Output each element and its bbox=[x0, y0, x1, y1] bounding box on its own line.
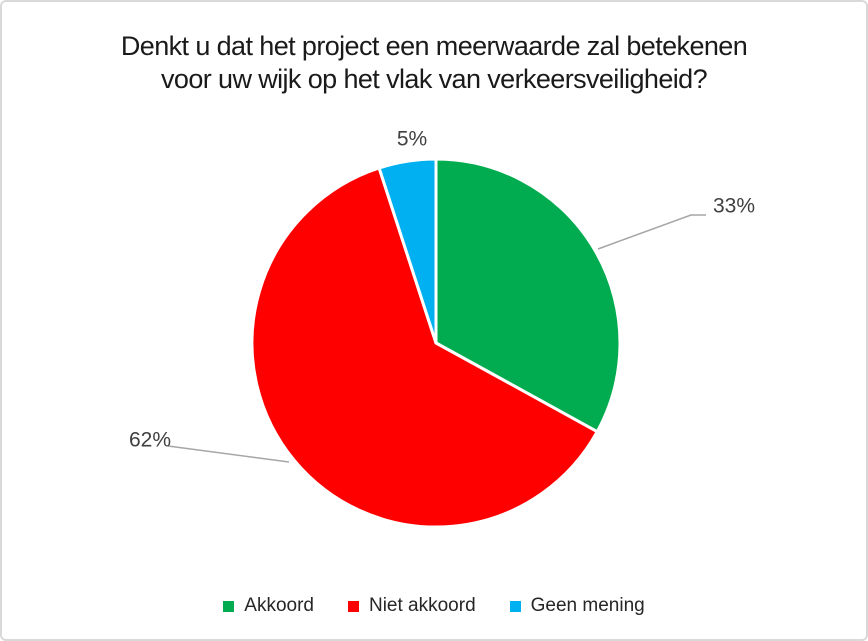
legend-label-niet-akkoord: Niet akkoord bbox=[368, 595, 476, 616]
legend-item-akkoord: Akkoord bbox=[223, 595, 314, 617]
legend-swatch-geen-mening bbox=[509, 600, 521, 612]
legend-label-akkoord: Akkoord bbox=[244, 595, 314, 616]
legend-label-geen-mening: Geen mening bbox=[530, 595, 645, 616]
pie-slice-niet-akkoord bbox=[250, 166, 599, 529]
legend-item-niet-akkoord: Niet akkoord bbox=[347, 595, 476, 617]
pie-slice-geen-mening bbox=[377, 157, 438, 345]
pie-slice-akkoord bbox=[434, 157, 622, 434]
data-label: 33% bbox=[713, 195, 755, 218]
data-label: 5% bbox=[397, 128, 427, 151]
chart-legend: Akkoord Niet akkoord Geen mening bbox=[2, 595, 866, 617]
label-leader-line bbox=[167, 445, 290, 463]
legend-swatch-akkoord bbox=[223, 600, 235, 612]
data-label: 62% bbox=[129, 429, 171, 452]
chart-title-line-2: voor uw wijk op het vlak van verkeersvei… bbox=[161, 64, 708, 94]
legend-swatch-niet-akkoord bbox=[347, 600, 359, 612]
legend-item-geen-mening: Geen mening bbox=[509, 595, 645, 617]
chart-title: Denkt u dat het project een meerwaarde z… bbox=[2, 30, 866, 96]
chart-title-line-1: Denkt u dat het project een meerwaarde z… bbox=[120, 31, 748, 61]
label-leader-line bbox=[597, 214, 706, 250]
